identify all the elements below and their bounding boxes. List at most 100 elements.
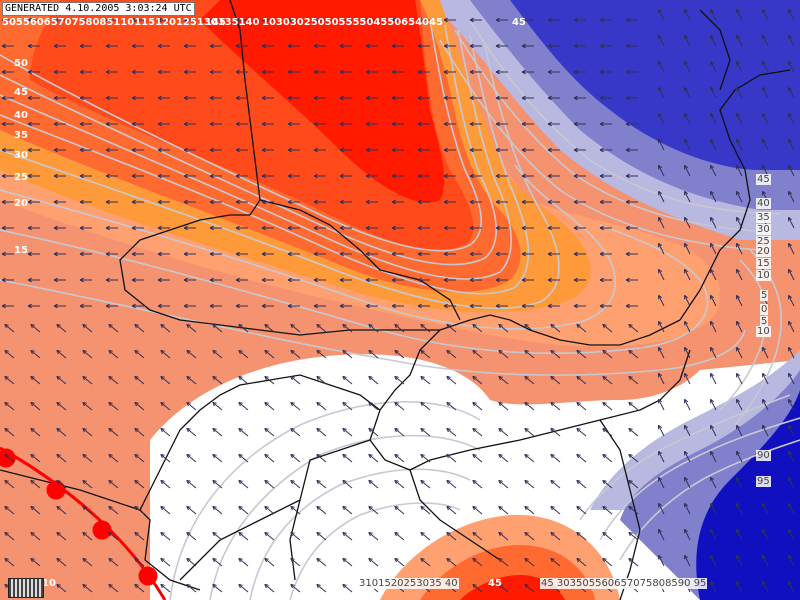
wind-arrow-head xyxy=(368,506,371,511)
wind-arrow xyxy=(788,9,795,21)
wind-arrow-head xyxy=(53,147,58,151)
wind-arrow-head xyxy=(313,149,318,153)
wind-arrow-head xyxy=(498,401,503,404)
wind-arrow-head xyxy=(56,584,59,589)
wind-arrow-head xyxy=(394,479,399,482)
wind-arrow-head xyxy=(157,69,162,73)
wind-arrow-head xyxy=(446,376,449,381)
wind-arrow-head xyxy=(498,324,501,329)
wind-arrow-head xyxy=(469,123,474,127)
wind-arrow xyxy=(108,453,119,463)
wind-arrow-head xyxy=(573,303,578,307)
wind-arrow-head xyxy=(469,253,474,257)
wind-arrow-head xyxy=(625,277,630,281)
wind-arrow xyxy=(710,451,717,463)
wind-arrow-head xyxy=(157,71,162,75)
wind-arrow-head xyxy=(316,428,319,433)
wind-arrow-head xyxy=(628,349,633,352)
wind-arrow-head xyxy=(472,454,475,459)
wind-arrow-head xyxy=(131,199,136,203)
wind-arrow-head xyxy=(264,558,267,563)
wind-arrow-head xyxy=(365,199,370,203)
wind-arrow-head xyxy=(684,60,689,65)
wind-arrow-head xyxy=(56,349,61,352)
wind-arrow-head xyxy=(443,69,448,73)
wind-arrow-head xyxy=(287,123,292,127)
wind-arrow xyxy=(628,401,639,411)
wind-arrow-head xyxy=(684,164,689,169)
wind-arrow xyxy=(212,349,223,359)
wind-arrow-head xyxy=(79,199,84,203)
wind-arrow-head xyxy=(628,453,633,456)
wind-arrow xyxy=(788,399,795,411)
wind-arrow-head xyxy=(547,121,552,125)
wind-arrow-head xyxy=(134,584,137,589)
wind-arrow-head xyxy=(495,149,500,153)
wind-arrow xyxy=(658,321,665,333)
wind-arrow-head xyxy=(625,149,630,153)
wind-arrow-head xyxy=(736,112,741,117)
wind-arrow xyxy=(212,557,223,567)
wind-arrow-head xyxy=(160,453,165,456)
wind-arrow-head xyxy=(134,480,137,485)
wind-arrow-head xyxy=(420,532,423,537)
wind-arrow-head xyxy=(235,17,240,21)
wind-arrow xyxy=(186,427,197,437)
wind-arrow xyxy=(524,557,535,567)
wind-arrow-head xyxy=(27,277,32,281)
wind-arrow-head xyxy=(316,454,319,459)
wind-arrow-head xyxy=(628,427,633,430)
wind-arrow-head xyxy=(105,277,110,281)
wind-arrow xyxy=(658,295,665,307)
wind-arrow xyxy=(160,401,171,411)
wind-arrow-head xyxy=(183,305,188,309)
wind-arrow-head xyxy=(573,43,578,47)
wind-arrow-head xyxy=(762,86,767,91)
wind-arrow-head xyxy=(446,324,449,329)
wind-arrow-head xyxy=(56,454,59,459)
wind-arrow-head xyxy=(625,225,630,229)
wind-arrow xyxy=(576,505,587,515)
wind-arrow-head xyxy=(710,164,715,169)
wind-arrow xyxy=(472,375,483,385)
wind-arrow-head xyxy=(212,479,217,482)
wind-arrow-head xyxy=(420,480,423,485)
wind-arrow-head xyxy=(316,376,319,381)
wind-arrow-head xyxy=(157,95,162,99)
wind-arrow-head xyxy=(183,225,188,229)
wind-arrow-head xyxy=(157,123,162,127)
wind-arrow-head xyxy=(105,95,110,99)
wind-arrow-head xyxy=(602,402,605,407)
wind-arrow-head xyxy=(108,480,111,485)
wind-arrow-head xyxy=(82,584,85,589)
wind-arrow xyxy=(446,479,457,489)
wind-arrow-head xyxy=(365,279,370,283)
wind-arrow-head xyxy=(788,346,793,351)
wind-arrow xyxy=(446,349,457,359)
wind-arrow-head xyxy=(235,121,240,125)
wind-arrow xyxy=(212,401,223,411)
isoline-label-right-35: 35 xyxy=(756,212,771,223)
wind-arrow-head xyxy=(79,149,84,153)
wind-arrow-head xyxy=(160,584,163,589)
wind-arrow xyxy=(788,529,795,541)
wind-arrow-head xyxy=(313,45,318,49)
wind-arrow-head xyxy=(79,175,84,179)
wind-arrow-head xyxy=(495,175,500,179)
wind-arrow-head xyxy=(710,112,715,117)
wind-arrow xyxy=(736,451,743,463)
wind-arrow-head xyxy=(313,43,318,47)
wind-arrow-head xyxy=(420,454,423,459)
wind-arrow xyxy=(368,401,379,411)
wind-arrow xyxy=(4,479,15,489)
wind-arrow-head xyxy=(209,43,214,47)
wind-arrow-head xyxy=(736,476,741,481)
wind-arrow-head xyxy=(550,376,553,381)
wind-arrow-head xyxy=(550,324,553,329)
wind-arrow xyxy=(602,349,613,359)
wind-arrow-head xyxy=(157,97,162,101)
wind-arrow-head xyxy=(521,277,526,281)
wind-arrow-head xyxy=(417,43,422,47)
wind-arrow-head xyxy=(30,349,35,352)
wind-arrow-head xyxy=(287,253,292,257)
